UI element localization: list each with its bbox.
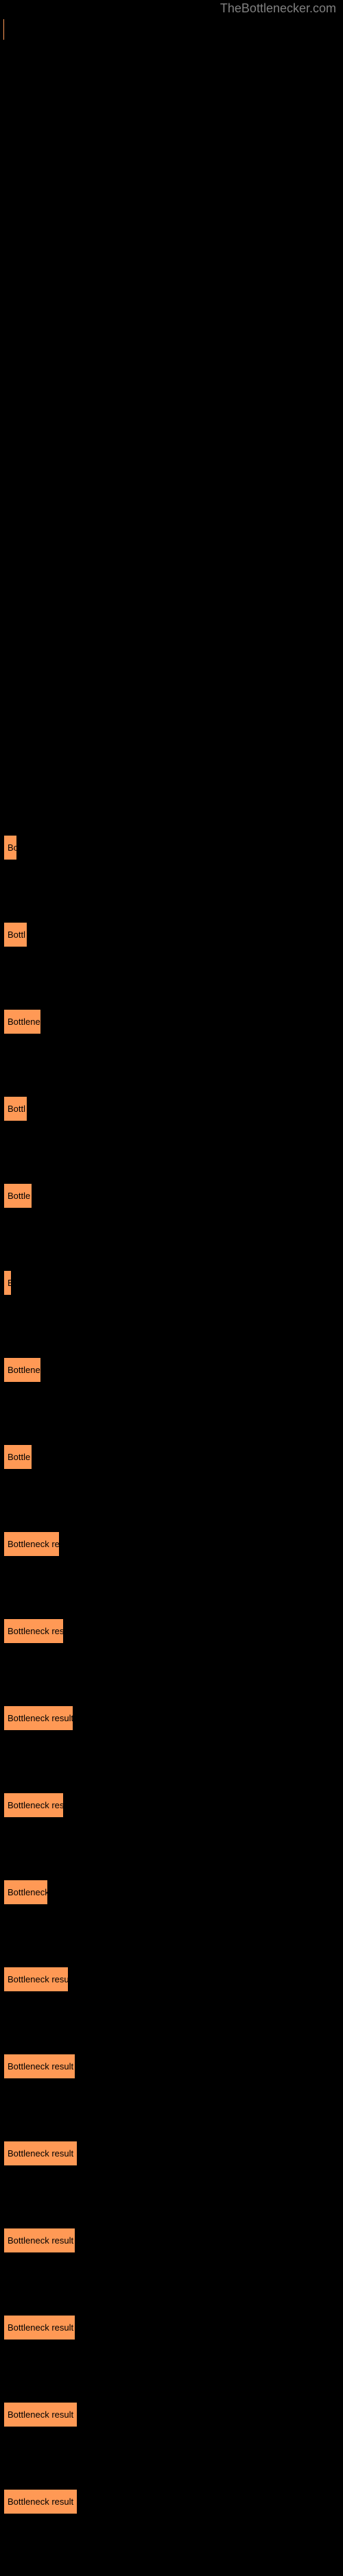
bottleneck-result-link[interactable]: B: [3, 1270, 12, 1296]
result-item: B: [3, 1270, 343, 1299]
result-item: Bo: [3, 835, 343, 864]
bottleneck-result-link[interactable]: Bottleneck result: [3, 2228, 75, 2253]
result-item: Bottleneck result: [3, 2315, 343, 2344]
bottleneck-result-link[interactable]: Bottleneck result: [3, 2315, 75, 2340]
bottleneck-result-link[interactable]: Bottle: [3, 1444, 32, 1470]
result-item: Bottle: [3, 1183, 343, 1212]
bottleneck-result-link[interactable]: Bottleneck resu: [3, 1967, 69, 1992]
result-item: Bottleneck resu: [3, 1967, 343, 1995]
bottleneck-result-link[interactable]: Bottle: [3, 1183, 32, 1208]
result-item: Bottlene: [3, 1357, 343, 1386]
bottleneck-result-link[interactable]: Bottl: [3, 922, 27, 947]
result-item: Bottleneck result: [3, 2228, 343, 2257]
bottleneck-result-link[interactable]: Bottleneck res: [3, 1618, 64, 1644]
site-title: TheBottlenecker.com: [0, 0, 343, 16]
result-item: Bottleneck res: [3, 1618, 343, 1647]
result-item: Bottleneck res: [3, 1793, 343, 1821]
bottleneck-result-link[interactable]: Bo: [3, 835, 17, 860]
bottleneck-result-link[interactable]: Bottleneck result: [3, 2141, 78, 2166]
results-list: Bo Bottl Bottlene Bottl Bottle B Bottlene Bottl…: [0, 835, 343, 2518]
bottleneck-result-link[interactable]: Bottleneck result: [3, 2402, 78, 2427]
result-item: Bottleneck re: [3, 1531, 343, 1560]
spacer: [0, 40, 343, 835]
bottleneck-result-link[interactable]: Bottleneck result: [3, 2054, 75, 2079]
bottleneck-result-link[interactable]: Bottlene: [3, 1357, 41, 1383]
bottleneck-result-link[interactable]: Bottleneck result: [3, 2489, 78, 2514]
bottleneck-result-link[interactable]: Bottl: [3, 1096, 27, 1121]
bottleneck-result-link[interactable]: Bottleneck res: [3, 1793, 64, 1818]
result-item: Bottle: [3, 1444, 343, 1473]
result-item: Bottlene: [3, 1009, 343, 1038]
result-item: Bottl: [3, 922, 343, 951]
bottleneck-result-link[interactable]: Bottleneck: [3, 1880, 48, 1905]
result-item: Bottl: [3, 1096, 343, 1125]
result-item: Bottleneck result: [3, 2141, 343, 2170]
bottleneck-result-link[interactable]: Bottleneck result: [3, 1705, 73, 1731]
bottleneck-result-link[interactable]: Bottleneck re: [3, 1531, 60, 1557]
result-item: Bottleneck result: [3, 1705, 343, 1734]
result-item: Bottleneck result: [3, 2489, 343, 2518]
bottleneck-result-link[interactable]: Bottlene: [3, 1009, 41, 1034]
result-item: Bottleneck result: [3, 2054, 343, 2082]
result-item: Bottleneck: [3, 1880, 343, 1908]
result-item: Bottleneck result: [3, 2402, 343, 2431]
vertical-line-decoration: [3, 19, 343, 40]
